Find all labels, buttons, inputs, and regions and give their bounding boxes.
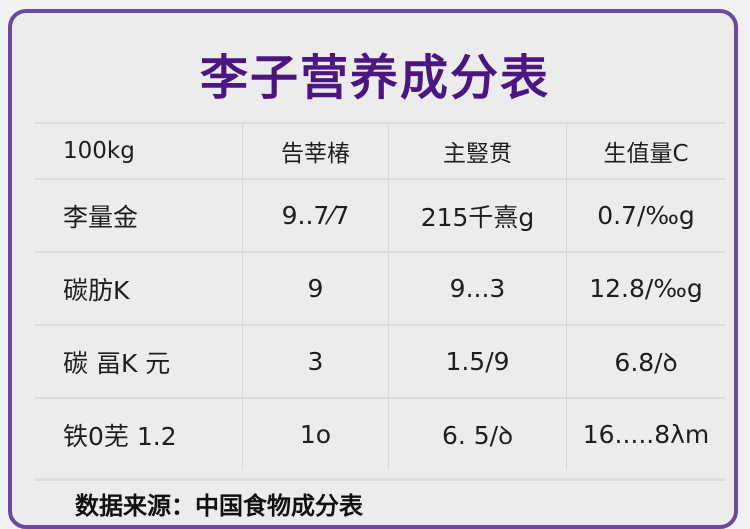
header-cell: 生值量C bbox=[566, 124, 725, 178]
table-cell: 碳 畐K 元 bbox=[63, 348, 171, 378]
table-cell: 12.8/‰g bbox=[566, 253, 725, 324]
nutrition-card bbox=[8, 9, 738, 529]
table-row: 李量金 9..7⁄7 215千熹g 0.7/‰g bbox=[35, 178, 725, 251]
header-cell: 主豎贯 bbox=[388, 124, 566, 178]
table-cell: 李量金 bbox=[63, 202, 139, 232]
table-row: 碳 畐K 元 3 1.5/9 6.8/ꝺ bbox=[35, 324, 725, 397]
table-cell: 16.....8λm bbox=[566, 399, 725, 470]
page-title: 李子营养成分表 bbox=[199, 50, 550, 106]
header-cell: 告莘椿 bbox=[242, 124, 388, 178]
table-cell: 0.7/‰g bbox=[566, 180, 725, 251]
table-cell: 6. 5/ꝺ bbox=[388, 399, 566, 470]
table-row: 碳肪K 9 9...3 12.8/‰g bbox=[35, 251, 725, 324]
table-cell: 9..7⁄7 bbox=[242, 180, 388, 251]
table-cell: 1o bbox=[242, 399, 388, 470]
table-header-row: 100kg 告莘椿 主豎贯 生值量C bbox=[35, 122, 725, 178]
table-cell: 碳肪K bbox=[63, 275, 130, 305]
table-cell: 铁0芜 1.2 bbox=[63, 421, 177, 451]
table-row: 铁0芜 1.2 1o 6. 5/ꝺ 16.....8λm bbox=[35, 397, 725, 470]
table-cell: 9...3 bbox=[388, 253, 566, 324]
table-cell: 1.5/9 bbox=[388, 326, 566, 397]
table-cell: 9 bbox=[242, 253, 388, 324]
footer-divider bbox=[35, 478, 725, 481]
data-source-note: 数据来源：中国食物成分表 bbox=[75, 492, 363, 520]
table-cell: 6.8/ꝺ bbox=[566, 326, 725, 397]
table-cell: 3 bbox=[242, 326, 388, 397]
table-cell: 215千熹g bbox=[388, 180, 566, 251]
header-cell: 100kg bbox=[63, 138, 135, 164]
nutrition-table: 100kg 告莘椿 主豎贯 生值量C 李量金 9..7⁄7 215千熹g 0.7… bbox=[35, 122, 725, 470]
